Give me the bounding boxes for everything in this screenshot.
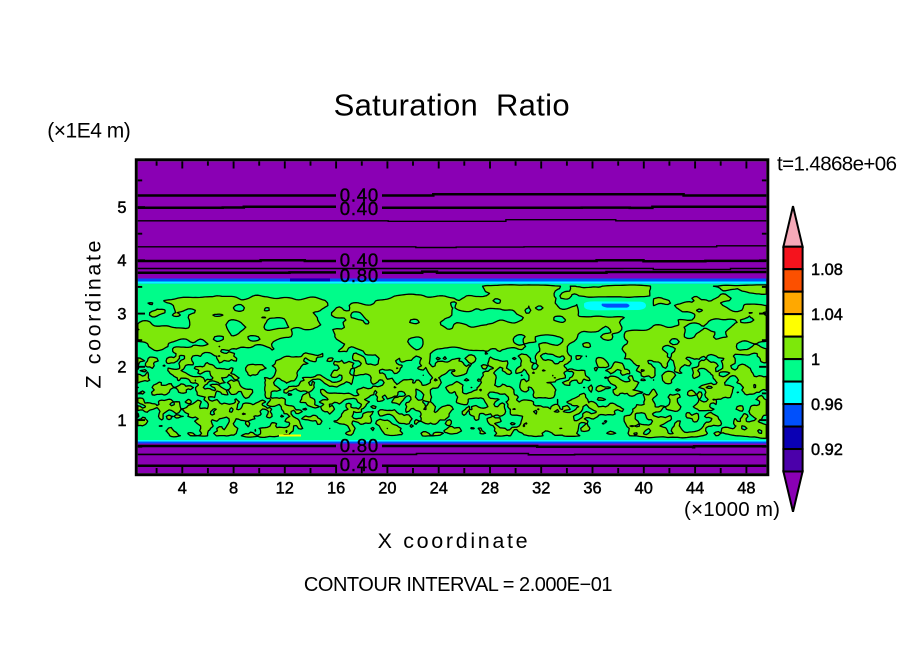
svg-text:0.80: 0.80 xyxy=(340,265,379,286)
svg-text:1.04: 1.04 xyxy=(811,306,843,324)
svg-text:3: 3 xyxy=(117,305,126,323)
svg-text:Saturation Ratio: Saturation Ratio xyxy=(334,87,570,122)
svg-text:0.40: 0.40 xyxy=(340,185,379,206)
svg-text:28: 28 xyxy=(481,480,499,498)
svg-text:40: 40 xyxy=(635,480,653,498)
svg-text:20: 20 xyxy=(378,480,396,498)
svg-text:1: 1 xyxy=(811,351,820,369)
svg-text:CONTOUR INTERVAL = 2.000E−01: CONTOUR INTERVAL = 2.000E−01 xyxy=(304,574,613,596)
svg-text:8: 8 xyxy=(229,480,238,498)
svg-text:44: 44 xyxy=(686,480,704,498)
svg-text:0.92: 0.92 xyxy=(811,441,843,459)
svg-text:36: 36 xyxy=(583,480,601,498)
svg-text:(×1E4 m): (×1E4 m) xyxy=(47,120,130,143)
svg-text:1.08: 1.08 xyxy=(811,261,843,279)
svg-text:16: 16 xyxy=(327,480,345,498)
svg-text:12: 12 xyxy=(276,480,294,498)
svg-text:2: 2 xyxy=(117,359,126,377)
svg-text:0.40: 0.40 xyxy=(340,454,379,475)
svg-text:0.96: 0.96 xyxy=(811,396,843,414)
svg-text:1: 1 xyxy=(117,412,126,430)
svg-text:5: 5 xyxy=(117,199,126,217)
svg-text:32: 32 xyxy=(532,480,550,498)
svg-text:4: 4 xyxy=(117,252,126,270)
svg-text:0.40: 0.40 xyxy=(340,198,379,219)
svg-text:X coordinate: X coordinate xyxy=(378,529,528,553)
svg-text:t=1.4868e+06: t=1.4868e+06 xyxy=(777,152,897,175)
svg-text:(×1000 m): (×1000 m) xyxy=(684,498,780,521)
svg-text:0.40: 0.40 xyxy=(340,249,379,270)
svg-text:0.80: 0.80 xyxy=(340,435,379,456)
svg-text:48: 48 xyxy=(737,480,755,498)
svg-text:24: 24 xyxy=(430,480,448,498)
svg-text:4: 4 xyxy=(178,480,187,498)
